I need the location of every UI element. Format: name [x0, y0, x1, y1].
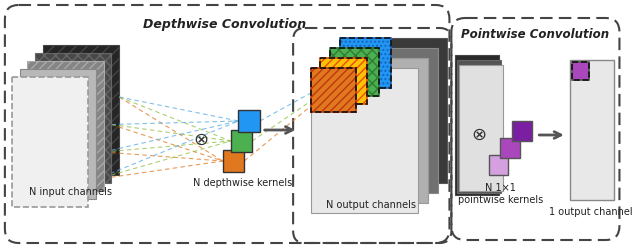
- Bar: [500, 138, 520, 158]
- Bar: [310, 68, 356, 112]
- Bar: [572, 62, 589, 80]
- Text: N input channels: N input channels: [29, 187, 112, 197]
- Bar: [330, 48, 379, 96]
- Bar: [35, 53, 111, 183]
- Bar: [572, 62, 589, 80]
- Bar: [340, 38, 447, 183]
- Bar: [457, 60, 501, 193]
- Bar: [230, 130, 252, 152]
- Text: Pointwise Convolution: Pointwise Convolution: [461, 28, 609, 41]
- Bar: [340, 38, 391, 88]
- Bar: [223, 150, 244, 172]
- Bar: [310, 68, 418, 213]
- Bar: [488, 155, 508, 175]
- Bar: [321, 58, 367, 104]
- Text: $\otimes$: $\otimes$: [193, 131, 208, 149]
- Text: 1 output channel: 1 output channel: [549, 207, 633, 217]
- Text: N depthwise kernels: N depthwise kernels: [193, 178, 292, 188]
- Bar: [330, 48, 438, 193]
- Text: N output channels: N output channels: [326, 200, 416, 210]
- Bar: [12, 77, 88, 207]
- Bar: [460, 65, 503, 191]
- Bar: [455, 55, 499, 195]
- Bar: [28, 61, 104, 191]
- Bar: [570, 60, 614, 200]
- Bar: [512, 121, 531, 141]
- Bar: [340, 38, 391, 88]
- Bar: [20, 69, 96, 199]
- Bar: [239, 110, 260, 132]
- Bar: [43, 45, 119, 175]
- Text: Depthwise Convolution: Depthwise Convolution: [143, 18, 307, 31]
- Bar: [310, 68, 356, 112]
- Bar: [321, 58, 367, 104]
- Text: N 1×1
pointwise kernels: N 1×1 pointwise kernels: [458, 183, 543, 204]
- Bar: [321, 58, 428, 203]
- Text: $\otimes$: $\otimes$: [471, 126, 486, 144]
- Bar: [330, 48, 379, 96]
